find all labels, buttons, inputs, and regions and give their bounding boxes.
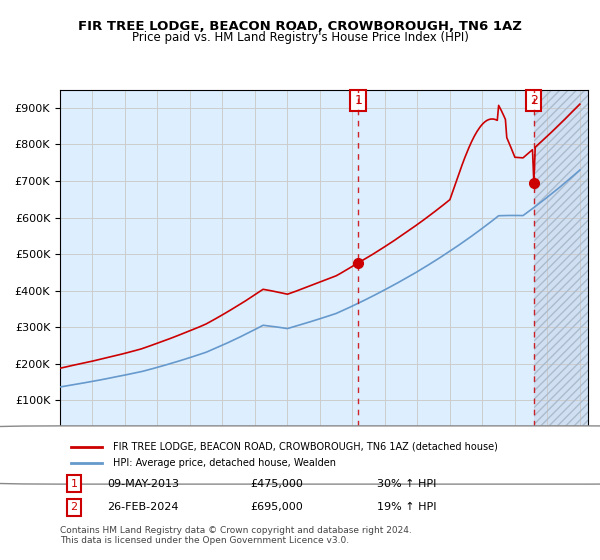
Text: Contains HM Land Registry data © Crown copyright and database right 2024.: Contains HM Land Registry data © Crown c… (60, 526, 412, 535)
Text: 19% ↑ HPI: 19% ↑ HPI (377, 502, 436, 512)
Text: 2: 2 (71, 502, 77, 512)
Bar (534, 90, 588, 437)
Text: £475,000: £475,000 (250, 479, 303, 489)
Text: Price paid vs. HM Land Registry's House Price Index (HPI): Price paid vs. HM Land Registry's House … (131, 31, 469, 44)
Text: 26-FEB-2024: 26-FEB-2024 (107, 502, 179, 512)
Text: 30% ↑ HPI: 30% ↑ HPI (377, 479, 436, 489)
Text: 1: 1 (71, 479, 77, 489)
Text: HPI: Average price, detached house, Wealden: HPI: Average price, detached house, Weal… (113, 458, 336, 468)
FancyBboxPatch shape (0, 426, 600, 484)
Text: 1: 1 (354, 94, 362, 107)
Bar (534, 90, 588, 437)
Text: FIR TREE LODGE, BEACON ROAD, CROWBOROUGH, TN6 1AZ: FIR TREE LODGE, BEACON ROAD, CROWBOROUGH… (78, 20, 522, 32)
Text: 09-MAY-2013: 09-MAY-2013 (107, 479, 179, 489)
Text: FIR TREE LODGE, BEACON ROAD, CROWBOROUGH, TN6 1AZ (detached house): FIR TREE LODGE, BEACON ROAD, CROWBOROUGH… (113, 442, 497, 452)
Text: £695,000: £695,000 (250, 502, 303, 512)
Text: 2: 2 (530, 94, 538, 107)
Text: This data is licensed under the Open Government Licence v3.0.: This data is licensed under the Open Gov… (60, 536, 349, 545)
